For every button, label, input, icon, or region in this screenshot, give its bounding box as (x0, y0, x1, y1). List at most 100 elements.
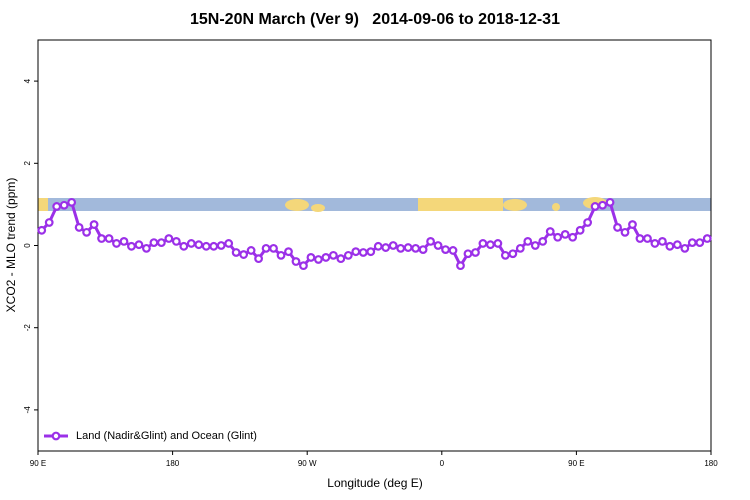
point (82, 227, 92, 237)
point (643, 234, 652, 243)
point (201, 241, 211, 251)
y-tick-label: 2 (23, 161, 32, 166)
point (321, 253, 331, 262)
point (52, 202, 62, 211)
point (665, 241, 675, 251)
point (456, 261, 465, 271)
point (448, 246, 458, 255)
point (680, 243, 690, 253)
y-tick-label: 0 (23, 243, 32, 248)
point (702, 234, 712, 243)
point (388, 241, 398, 250)
series-line (40, 200, 708, 269)
point (351, 247, 361, 257)
point (433, 241, 443, 250)
point (530, 241, 540, 250)
point (239, 250, 249, 259)
point (134, 240, 144, 250)
point (373, 241, 383, 251)
point (343, 250, 353, 260)
y-tick-label: -2 (23, 324, 32, 332)
point (306, 253, 316, 262)
point (194, 240, 204, 250)
point (396, 243, 406, 253)
point (598, 200, 607, 210)
point (74, 223, 84, 232)
point (538, 236, 548, 246)
point (418, 245, 428, 255)
point (179, 241, 189, 251)
point (164, 234, 174, 243)
point (171, 236, 181, 246)
point (650, 239, 660, 248)
x-tick-label: 0 (440, 459, 445, 468)
point (67, 197, 77, 207)
point (59, 200, 69, 210)
point (112, 239, 121, 248)
point (500, 250, 510, 260)
point (560, 230, 570, 239)
point (471, 248, 480, 257)
point (545, 227, 555, 236)
point (657, 236, 667, 246)
point (605, 197, 615, 207)
point (695, 238, 705, 248)
point (403, 243, 413, 252)
legend-label: Land (Nadir&Glint) and Ocean (Glint) (76, 430, 257, 442)
point (104, 234, 114, 243)
point (366, 247, 376, 257)
point (358, 248, 368, 257)
x-axis-label: Longitude (deg E) (327, 476, 422, 490)
point (224, 239, 234, 248)
point (590, 202, 600, 211)
point (97, 234, 106, 243)
point (127, 241, 136, 251)
point (687, 238, 697, 248)
point (119, 236, 129, 246)
point (254, 254, 263, 264)
point (186, 239, 196, 248)
point (620, 227, 630, 237)
x-tick-label: 90 E (30, 459, 46, 468)
point (37, 225, 47, 235)
point (478, 239, 488, 248)
y-axis-label: XCO2 - MLO trend (ppm) (4, 178, 18, 313)
point (381, 243, 391, 252)
point (269, 243, 278, 253)
map-strip (38, 197, 711, 212)
point (156, 238, 166, 248)
point (44, 218, 54, 227)
point (463, 249, 473, 259)
point (284, 247, 293, 257)
y-tick-label: -4 (23, 406, 32, 414)
point (261, 243, 271, 253)
point (553, 232, 563, 242)
point (216, 241, 226, 250)
point (613, 223, 622, 232)
point (299, 261, 308, 271)
x-tick-label: 90 W (298, 459, 317, 468)
point (411, 243, 421, 253)
point (515, 243, 525, 253)
point (231, 248, 241, 257)
point (672, 240, 682, 250)
chart-title: 15N-20N March (Ver 9) 2014-09-06 to 2018… (190, 11, 560, 28)
point (568, 232, 578, 242)
point (89, 220, 99, 229)
point (336, 254, 346, 264)
point (628, 220, 637, 229)
point (149, 238, 159, 248)
point (328, 250, 338, 260)
point (575, 225, 585, 235)
point (276, 250, 286, 260)
point (291, 257, 301, 266)
point (209, 241, 219, 251)
x-tick-label: 180 (704, 459, 718, 468)
point (635, 234, 645, 243)
point (426, 236, 435, 246)
point (508, 249, 518, 259)
point (583, 218, 593, 227)
point (493, 239, 503, 248)
point (441, 245, 450, 255)
